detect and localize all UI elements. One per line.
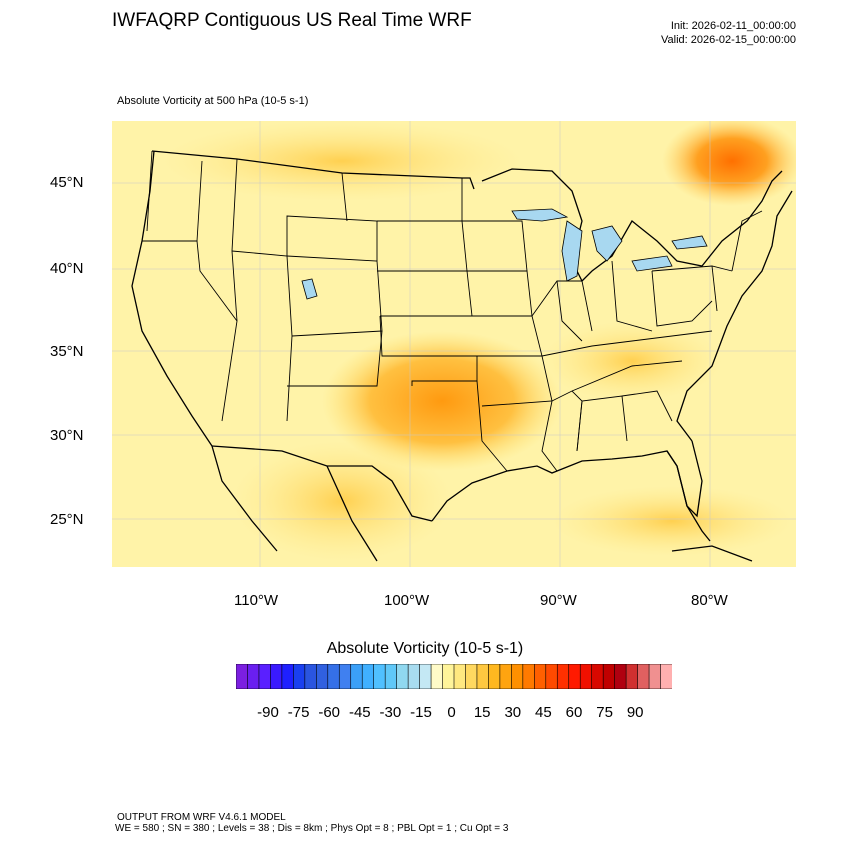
lon-label-80: 80°W <box>691 592 728 609</box>
colorbar-swatch <box>579 664 593 689</box>
colorbar-swatch <box>419 664 432 689</box>
colorbar-swatch <box>338 664 352 689</box>
colorbar-swatch <box>625 664 639 689</box>
colorbar-swatch <box>522 664 535 689</box>
colorbar-tick-label: -45 <box>348 704 371 721</box>
colorbar-tick-label: -15 <box>410 704 432 721</box>
colorbar-tick-label: 0 <box>447 704 456 721</box>
colorbar-swatch <box>511 664 524 689</box>
map-panel <box>112 121 796 567</box>
footer-config: WE = 580 ; SN = 380 ; Levels = 38 ; Dis … <box>115 823 509 834</box>
colorbar-swatch <box>614 664 627 689</box>
colorbar-swatch <box>304 664 317 689</box>
lat-label-25: 25°N <box>50 511 84 528</box>
colorbar-swatch <box>373 664 386 689</box>
init-time: Init: 2026-02-11_00:00:00 <box>670 20 796 32</box>
lon-label-100: 100°W <box>384 592 430 609</box>
map-title: IWFAQRP Contiguous US Real Time WRF <box>112 10 472 31</box>
colorbar-swatch <box>465 664 478 689</box>
colorbar-swatch <box>545 664 558 689</box>
lat-label-45: 45°N <box>50 174 84 191</box>
footer-model: OUTPUT FROM WRF V4.6.1 MODEL <box>117 812 286 823</box>
country-borders <box>131 150 793 562</box>
soft-vorticity-north <box>162 121 522 201</box>
lakes <box>301 208 708 300</box>
state-borders <box>142 150 763 472</box>
colorbar-tick-label: -75 <box>287 704 310 721</box>
colorbar-swatch <box>568 664 581 689</box>
quebec-vorticity-max <box>662 121 796 206</box>
colorbar-swatch <box>442 664 455 689</box>
graticule <box>112 121 796 567</box>
colorbar <box>236 664 672 689</box>
colorbar-swatch <box>293 664 306 689</box>
colorbar-swatch <box>407 664 421 689</box>
colorbar-swatch <box>361 664 375 689</box>
colorbar-swatch <box>476 664 490 689</box>
lon-label-110: 110°W <box>234 592 279 609</box>
colorbar-swatch <box>281 664 294 689</box>
colorbar-tick-label: 90 <box>626 704 644 721</box>
colorbar-swatch <box>602 664 616 689</box>
colorbar-swatch <box>430 664 444 689</box>
colorbar-swatch <box>396 664 409 689</box>
colorbar-swatch <box>648 664 662 689</box>
colorbar-tick-label: 45 <box>535 704 552 721</box>
colorbar-tick-label: -60 <box>318 704 341 721</box>
colorbar-title: Absolute Vorticity (10-5 s-1) <box>326 640 524 657</box>
field-label: Absolute Vorticity at 500 hPa (10-5 s-1) <box>117 95 309 107</box>
colorbar-swatch <box>327 664 340 689</box>
colorbar-swatch <box>499 664 512 689</box>
lat-label-30: 30°N <box>50 427 84 444</box>
colorbar-swatch <box>270 664 283 689</box>
colorbar-swatch <box>591 664 604 689</box>
colorbar-swatch <box>350 664 363 689</box>
soft-vorticity-southeast <box>542 321 722 401</box>
colorbar-swatch <box>453 664 467 689</box>
colorbar-swatch <box>316 664 329 689</box>
plains-vorticity-band <box>322 331 562 471</box>
lon-label-90: 90°W <box>540 592 577 609</box>
colorbar-swatch <box>637 664 650 689</box>
colorbar-swatch <box>258 664 272 689</box>
colorbar-swatch <box>534 664 547 689</box>
valid-time: Valid: 2026-02-15_00:00:00 <box>661 34 796 46</box>
soft-vorticity-gulf <box>552 486 792 556</box>
colorbar-tick-label: 15 <box>473 704 491 721</box>
colorbar-tick-label: 60 <box>565 704 583 721</box>
colorbar-swatch <box>236 664 249 689</box>
colorbar-tick-label: 75 <box>596 704 613 721</box>
soft-vorticity-mexico <box>232 441 452 561</box>
colorbar-swatch <box>660 664 672 689</box>
colorbar-tick-label: -30 <box>379 704 402 721</box>
colorbar-tick-label: -90 <box>257 704 279 721</box>
lat-label-35: 35°N <box>50 343 84 360</box>
colorbar-swatch <box>247 664 260 689</box>
colorbar-tick-label: 30 <box>504 704 522 721</box>
lat-label-40: 40°N <box>50 260 84 277</box>
colorbar-swatch <box>488 664 501 689</box>
colorbar-swatch <box>556 664 570 689</box>
colorbar-swatch <box>384 664 398 689</box>
